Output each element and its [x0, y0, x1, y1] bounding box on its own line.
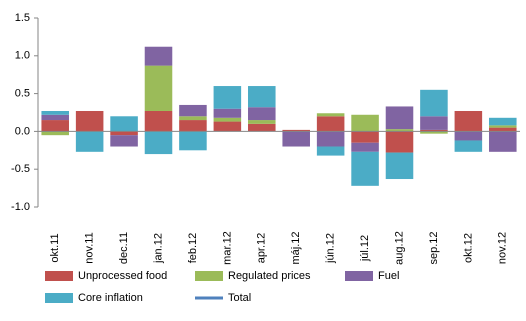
bar-segment	[248, 120, 276, 124]
bar-segment	[454, 110, 483, 132]
bar-segment	[179, 131, 207, 151]
legend-label: Unprocessed food	[78, 270, 167, 282]
bar-segment	[282, 129, 310, 132]
legend-swatch	[45, 271, 73, 281]
bar-segment	[179, 116, 207, 121]
bar-segment	[41, 131, 69, 136]
y-tick-label: 0.5	[15, 88, 30, 100]
x-tick-label: mar.12	[221, 231, 233, 265]
bar-segment	[110, 116, 138, 132]
x-tick-label: aug.12	[393, 231, 405, 265]
bar-segment	[351, 151, 379, 186]
x-tick-label: jan.12	[152, 233, 164, 264]
legend-label: Total	[228, 292, 251, 304]
bar-segment	[420, 89, 448, 117]
y-tick-label: 0.0	[15, 125, 30, 137]
bar-segment	[454, 131, 483, 141]
bar-segment	[385, 129, 414, 132]
bar-segment	[248, 86, 276, 108]
bar-segment	[454, 140, 483, 152]
bar-segment	[213, 121, 242, 132]
bar-segment	[316, 113, 345, 117]
x-tick-label: okt.11	[49, 233, 61, 262]
x-tick-label: jún.12	[325, 233, 337, 264]
bar-segment	[316, 146, 345, 156]
bar-segment	[489, 117, 517, 126]
bar-segment	[248, 123, 276, 132]
bar-segment	[420, 116, 448, 130]
y-tick-label: -1.0	[11, 201, 30, 213]
bar-segment	[316, 116, 345, 132]
x-tick-label: júl.12	[359, 235, 371, 262]
legend-swatch	[195, 271, 223, 281]
x-tick-label: nov.12	[497, 232, 509, 264]
legend-label: Fuel	[378, 270, 399, 282]
x-tick-label: okt.12	[462, 233, 474, 263]
bar-segment	[75, 110, 104, 132]
bar-segment	[420, 131, 448, 134]
bar-segment	[144, 110, 173, 132]
bar-segment	[144, 65, 173, 111]
bar-segment	[489, 125, 517, 128]
bar-segment	[316, 131, 345, 147]
bar-segment	[385, 152, 414, 180]
x-tick-label: dec.11	[118, 232, 130, 264]
bar-segment	[351, 142, 379, 152]
x-tick-label: máj.12	[290, 231, 302, 264]
bar-segment	[41, 120, 69, 132]
y-tick-label: -0.5	[11, 163, 30, 175]
x-tick-label: feb.12	[187, 233, 199, 264]
bar-segment	[213, 117, 242, 122]
bar-segment	[144, 131, 173, 155]
bar-segment	[489, 131, 517, 152]
bar-segment	[248, 107, 276, 121]
bar-segment	[213, 108, 242, 118]
bar-segment	[41, 110, 69, 115]
legend-label: Regulated prices	[228, 270, 311, 282]
bar-segment	[213, 86, 242, 109]
bar-segment	[41, 114, 69, 121]
x-tick-label: nov.11	[84, 232, 96, 263]
bar-segment	[420, 129, 448, 132]
bar-segment	[351, 131, 379, 143]
x-tick-label: apr.12	[256, 233, 268, 264]
bar-segment	[351, 114, 379, 132]
y-tick-label: 1.5	[15, 12, 30, 24]
bar-segment	[179, 104, 207, 117]
bar-segment	[144, 46, 173, 66]
bar-segment	[282, 131, 310, 147]
legend-swatch	[345, 271, 373, 281]
bar-segment	[110, 135, 138, 147]
x-tick-label: sep.12	[428, 231, 440, 264]
y-tick-label: 1.0	[15, 50, 30, 62]
legend-swatch	[45, 293, 73, 303]
bar-segment	[385, 131, 414, 153]
bar-segment	[75, 131, 104, 152]
legend-label: Core inflation	[78, 292, 143, 304]
bar-segment	[489, 127, 517, 132]
bar-segment	[179, 120, 207, 132]
bar-segment	[110, 131, 138, 136]
bar-segment	[385, 106, 414, 130]
